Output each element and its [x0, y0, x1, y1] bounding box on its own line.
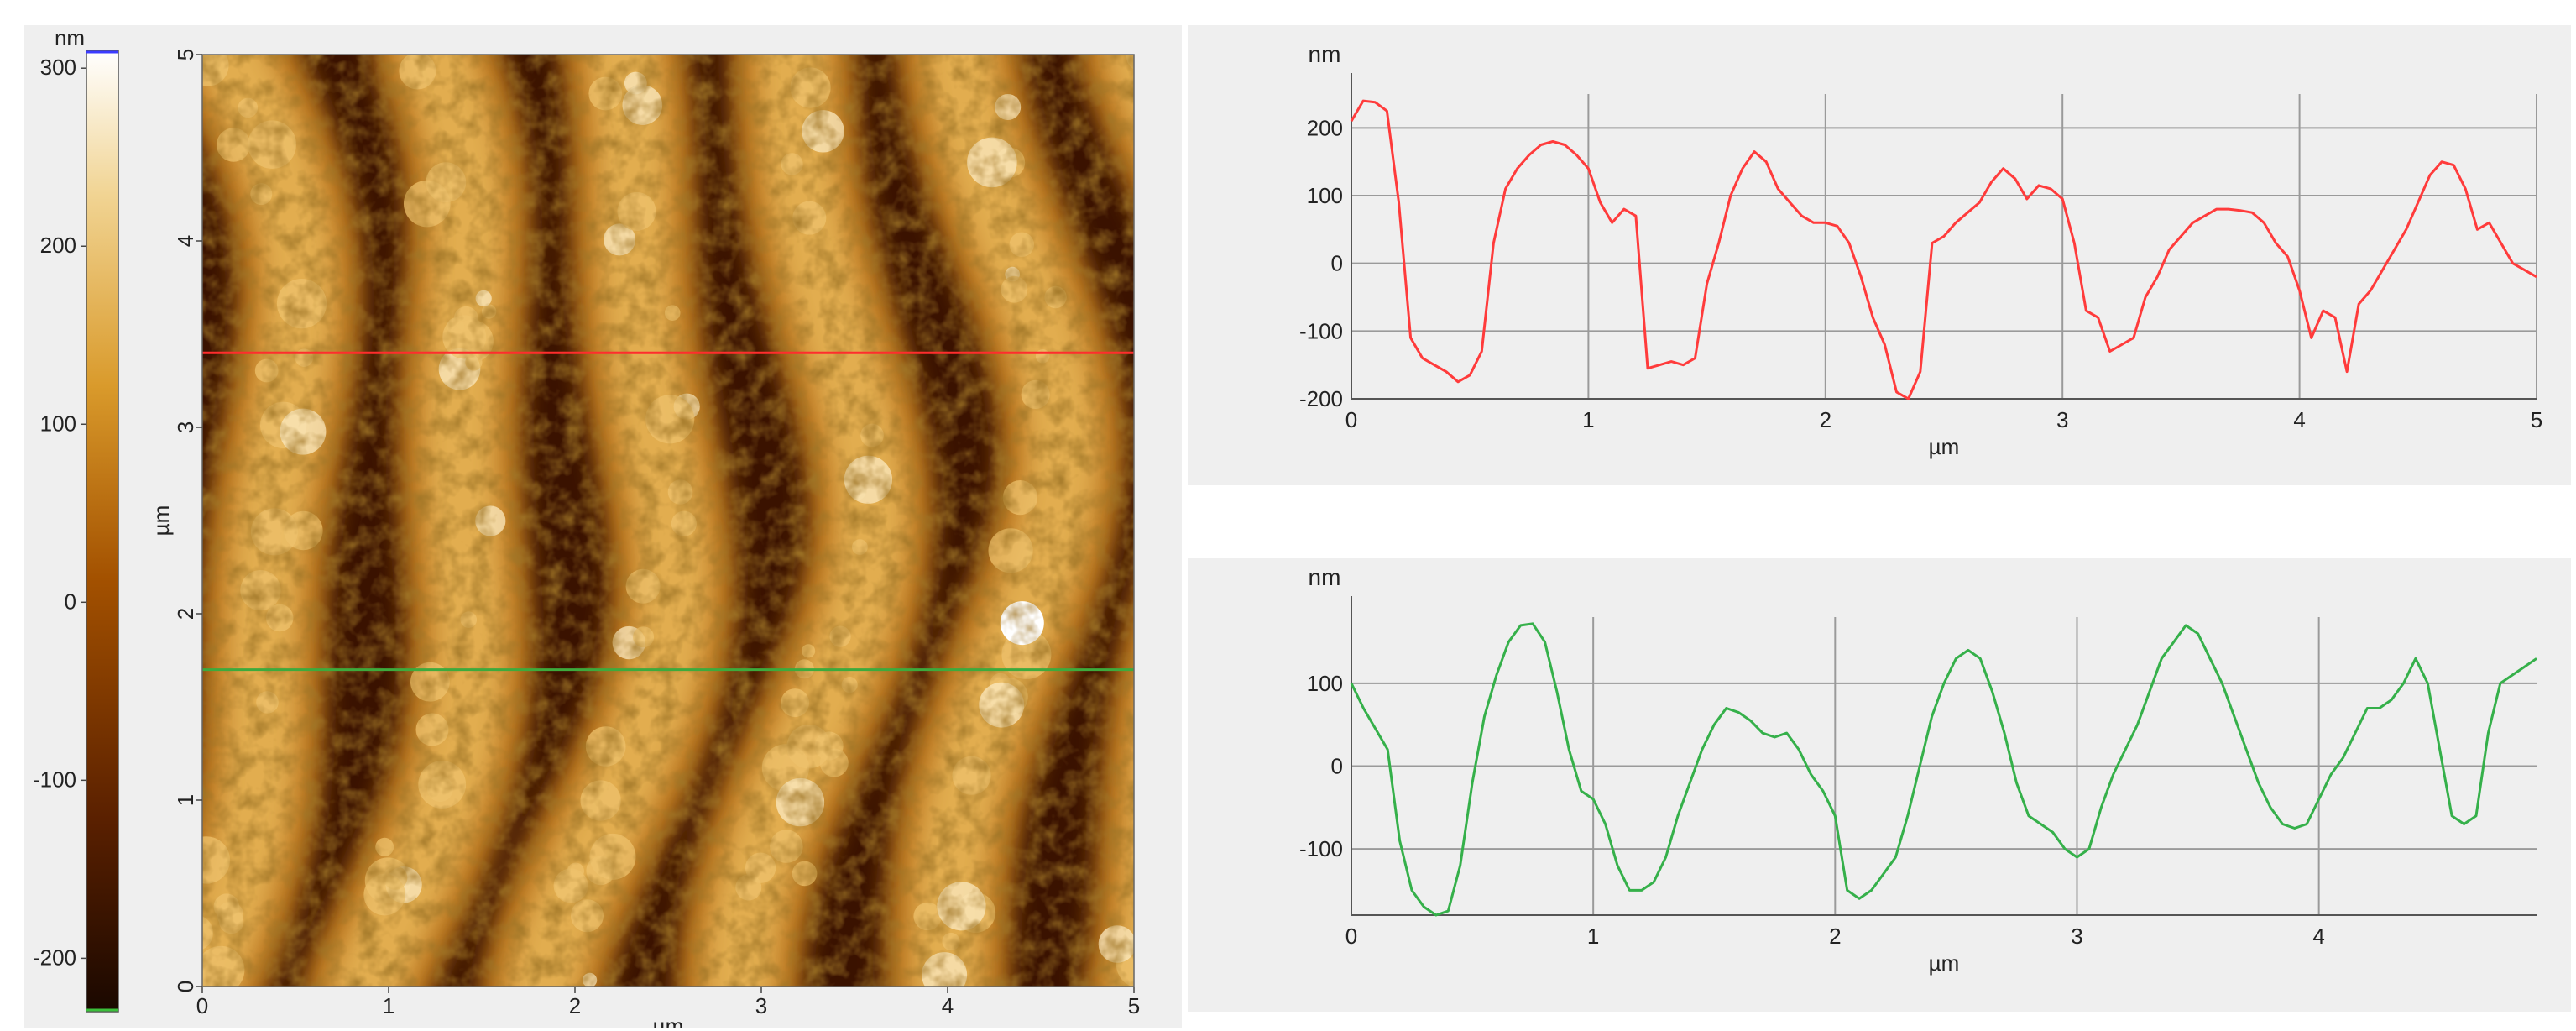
colorbar-tick-label: 300	[40, 55, 76, 80]
green-profile-y-tick-label: -100	[1299, 836, 1343, 861]
green-profile-x-tick-label: 4	[2312, 924, 2324, 949]
afm-grain	[1170, 121, 1182, 144]
afm-grain	[1160, 132, 1182, 162]
afm-x-tick-label: 0	[196, 993, 208, 1018]
green-profile-y-axis-title: nm	[1309, 564, 1341, 590]
colorbar-tick-label: 200	[40, 233, 76, 258]
colorbar-tick-label: -100	[33, 767, 76, 792]
red-profile-x-tick-label: 0	[1345, 407, 1357, 432]
green-profile-y-tick-label: 0	[1331, 754, 1343, 779]
red-profile-panel: 200 100 0 -100 -200 0 1 2 3 4 5 nm µm	[1188, 25, 2571, 485]
afm-frame	[201, 54, 1135, 987]
red-profile-x-tick-label: 1	[1582, 407, 1594, 432]
afm-x-tick-label: 3	[755, 993, 767, 1018]
green-profile-x-axis-title: µm	[1929, 950, 1960, 976]
afm-x-tick-label: 2	[569, 993, 581, 1018]
green-profile-x-tick-label: 1	[1587, 924, 1599, 949]
afm-y-tick-label: 0	[173, 981, 198, 992]
green-profile-x-tick-label: 0	[1345, 924, 1357, 949]
afm-ridge	[1077, 55, 1134, 987]
afm-grain	[1180, 113, 1182, 141]
red-profile-grid	[1351, 94, 2537, 400]
afm-height-map-panel: 0 1 2 3 4 5 µm 0 1 2 3 4 5 µm 300 200 100 0 -100 -200 nm	[24, 25, 1182, 1028]
colorbar-unit: nm	[55, 25, 85, 50]
red-profile-series-line	[1350, 99, 2537, 400]
red-profile-y-tick-label: 0	[1331, 251, 1343, 276]
afm-y-tick-label: 1	[173, 794, 198, 806]
afm-grain	[1141, 839, 1168, 866]
green-profile-series-line	[1350, 622, 2537, 917]
afm-x-axis-title: µm	[653, 1013, 684, 1028]
red-profile-x-tick-label: 3	[2056, 407, 2068, 432]
afm-y-tick-label: 3	[173, 421, 198, 433]
colorbar-tick-label: 100	[40, 411, 76, 436]
colorbar	[86, 50, 119, 1013]
afm-y-tick-label: 2	[173, 608, 198, 620]
green-profile-panel: 100 0 -100 0 1 2 3 4 nm µm	[1188, 558, 2571, 1012]
colorbar-tick-label: 0	[65, 589, 76, 614]
green-profile-x-tick-label: 2	[1829, 924, 1841, 949]
afm-x-tick-label: 4	[942, 993, 954, 1018]
afm-y-axis-title: µm	[149, 505, 174, 536]
red-profile-y-tick-label: -100	[1299, 318, 1343, 343]
afm-grain	[1179, 97, 1182, 117]
colorbar-tick-label: -200	[33, 945, 76, 970]
red-profile-y-axis-title: nm	[1309, 41, 1341, 67]
green-height-profile-chart: 100 0 -100 0 1 2 3 4 nm µm	[1299, 564, 2537, 976]
afm-grain	[1141, 107, 1166, 132]
afm-y-tick-label: 4	[173, 235, 198, 247]
afm-height-map: 0 1 2 3 4 5 µm 0 1 2 3 4 5 µm 300 200 100 0 -100 -200 nm	[33, 25, 1182, 1028]
afm-ridge-crest	[1106, 55, 1134, 987]
afm-grain	[1160, 92, 1177, 109]
afm-grain	[1173, 646, 1182, 672]
green-profile-grid	[1351, 617, 2537, 915]
red-profile-y-tick-label: 100	[1307, 183, 1343, 208]
red-profile-x-tick-label: 4	[2293, 407, 2305, 432]
red-profile-y-tick-label: -200	[1299, 386, 1343, 411]
afm-texture	[202, 55, 1134, 987]
red-profile-x-axis-title: µm	[1929, 434, 1960, 459]
afm-x-tick-label: 5	[1128, 993, 1140, 1018]
afm-grain	[1138, 58, 1182, 107]
green-profile-y-tick-label: 100	[1307, 671, 1343, 696]
red-profile-x-tick-label: 2	[1820, 407, 1831, 432]
afm-y-tick-label: 5	[173, 49, 198, 60]
red-profile-y-tick-label: 200	[1307, 115, 1343, 140]
afm-x-tick-label: 1	[383, 993, 394, 1018]
green-profile-x-tick-label: 3	[2071, 924, 2082, 949]
red-profile-x-tick-label: 5	[2531, 407, 2542, 432]
